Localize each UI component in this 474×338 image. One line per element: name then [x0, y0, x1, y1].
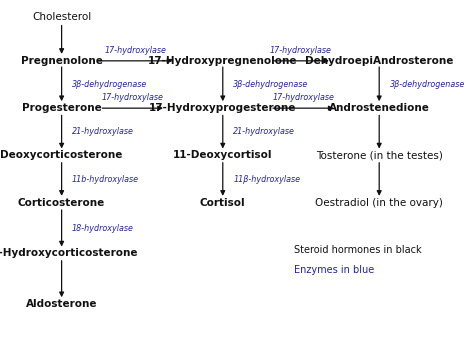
Text: Tosterone (in the testes): Tosterone (in the testes): [316, 150, 443, 161]
Text: Steroid hormones in black: Steroid hormones in black: [294, 245, 421, 255]
Text: 17-hydroxylase: 17-hydroxylase: [273, 93, 334, 102]
Text: Pregnenolone: Pregnenolone: [21, 56, 102, 66]
Text: 11-Deoxycortisol: 11-Deoxycortisol: [173, 150, 273, 161]
Text: 18-hydroxylase: 18-hydroxylase: [72, 224, 134, 233]
Text: 3β-dehydrogenase: 3β-dehydrogenase: [72, 80, 147, 89]
Text: Enzymes in blue: Enzymes in blue: [294, 265, 374, 275]
Text: 3β-dehydrogenase: 3β-dehydrogenase: [390, 80, 465, 89]
Text: Progesterone: Progesterone: [22, 103, 101, 113]
Text: 3β-dehydrogenase: 3β-dehydrogenase: [233, 80, 309, 89]
Text: 17-hydroxylase: 17-hydroxylase: [270, 46, 332, 55]
Text: 11β-hydroxylase: 11β-hydroxylase: [233, 175, 300, 184]
Text: Androstenedione: Androstenedione: [329, 103, 429, 113]
Text: Cortisol: Cortisol: [200, 198, 246, 208]
Text: 21-hydroxylase: 21-hydroxylase: [233, 127, 295, 137]
Text: Aldosterone: Aldosterone: [26, 299, 97, 309]
Text: 17-hydroxylase: 17-hydroxylase: [102, 93, 164, 102]
Text: Deoxycorticosterone: Deoxycorticosterone: [0, 150, 123, 161]
Text: 17-Hydroxyprogesterone: 17-Hydroxyprogesterone: [149, 103, 296, 113]
Text: Corticosterone: Corticosterone: [18, 198, 105, 208]
Text: Oestradiol (in the ovary): Oestradiol (in the ovary): [315, 198, 443, 208]
Text: DehydroepiAndrosterone: DehydroepiAndrosterone: [305, 56, 454, 66]
Text: 17-hydroxylase: 17-hydroxylase: [104, 46, 166, 55]
Text: Cholesterol: Cholesterol: [32, 12, 91, 22]
Text: 21-hydroxylase: 21-hydroxylase: [72, 127, 134, 137]
Text: 17-Hydroxypregnenolone: 17-Hydroxypregnenolone: [148, 56, 298, 66]
Text: 18-Hydroxycorticosterone: 18-Hydroxycorticosterone: [0, 248, 138, 259]
Text: 11b-hydroxylase: 11b-hydroxylase: [72, 175, 139, 184]
